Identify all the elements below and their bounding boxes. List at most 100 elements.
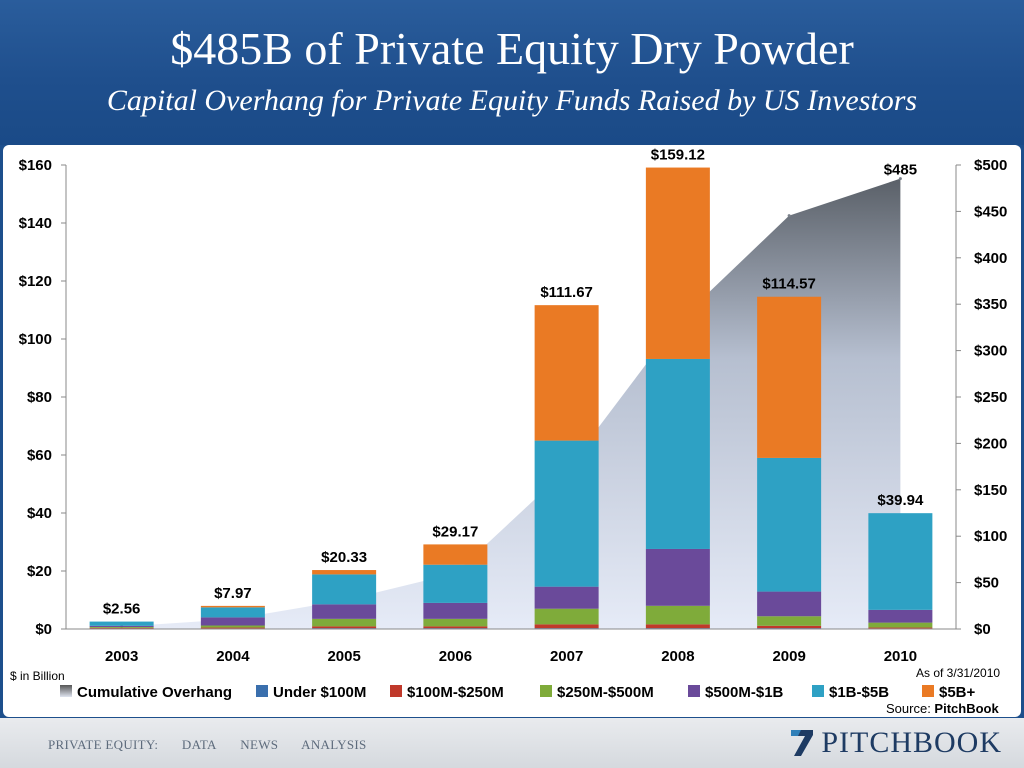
chart: $485 $2.56 $7.97 $20.33 $29.17 $111.67 $159.12… [19, 147, 1008, 701]
bar-segment [89, 625, 154, 627]
cumulative-point [898, 177, 902, 181]
footer-nav-news[interactable]: NEWS [240, 737, 279, 752]
left-axis-tick-label: $0 [35, 621, 52, 638]
legend-swatch [60, 685, 72, 697]
legend-label: $5B+ [939, 684, 976, 701]
bar-segment [757, 296, 822, 458]
bar-segment [534, 305, 599, 441]
bar-segment [89, 621, 154, 626]
bar-segment [423, 564, 488, 603]
legend-swatch [540, 685, 552, 697]
bar-segment [645, 624, 710, 629]
bar-total-label: $7.97 [214, 585, 252, 602]
bar-segment [312, 574, 377, 605]
source-prefix: Source: [886, 701, 935, 716]
legend-swatch [390, 685, 402, 697]
right-axis-tick-label: $400 [974, 250, 1007, 267]
bar-total-label: $29.17 [432, 523, 478, 540]
cumulative-total-label: $485 [884, 162, 917, 179]
bar-segment [645, 167, 710, 359]
left-axis-tick-label: $100 [19, 331, 52, 348]
bar-segment [757, 457, 822, 592]
bar-total-label: $39.94 [877, 492, 924, 509]
bar-segment [312, 618, 377, 627]
bar-segment [200, 627, 265, 629]
bar-segment [868, 513, 933, 610]
right-axis-tick-label: $200 [974, 435, 1007, 452]
bar-segment [534, 624, 599, 629]
bar-segment [757, 616, 822, 626]
legend-swatch [688, 685, 700, 697]
left-axis-tick-label: $40 [27, 505, 52, 522]
footer-nav-data[interactable]: DATA [181, 737, 217, 752]
x-axis-tick-label: 2004 [216, 648, 250, 665]
cumulative-point [787, 214, 791, 218]
bar-segment [534, 440, 599, 587]
bar-segment [757, 625, 822, 629]
source-name: PitchBook [934, 701, 999, 716]
left-axis-tick-label: $140 [19, 215, 52, 232]
bar-segment [423, 618, 488, 627]
pitchbook-logo: PITCHBOOK [789, 726, 1002, 760]
bar-segment [757, 591, 822, 617]
legend-swatch [812, 685, 824, 697]
legend-label: Cumulative Overhang [77, 684, 232, 701]
x-axis-tick-label: 2007 [550, 648, 583, 665]
left-axis-tick-label: $120 [19, 273, 52, 290]
right-axis-tick-label: $350 [974, 296, 1007, 313]
bar-segment [312, 570, 377, 575]
right-axis-tick-label: $300 [974, 343, 1007, 360]
units-note: $ in Billion [10, 669, 65, 683]
bar-segment [200, 605, 265, 608]
bar-segment [645, 605, 710, 625]
x-axis-tick-label: 2008 [661, 648, 694, 665]
bar-segment [200, 617, 265, 626]
right-axis-tick-label: $50 [974, 575, 999, 592]
bar-total-label: $114.57 [762, 276, 815, 293]
right-axis-tick-label: $500 [974, 157, 1007, 174]
bar-segment [423, 544, 488, 565]
footer-nav-analysis[interactable]: ANALYSIS [301, 737, 367, 752]
legend-swatch [256, 685, 268, 697]
left-axis-tick-label: $160 [19, 157, 52, 174]
footer-nav-label: PRIVATE EQUITY: [48, 737, 159, 752]
left-axis-tick-label: $60 [27, 447, 52, 464]
left-axis-tick-label: $80 [27, 389, 52, 406]
right-axis-tick-label: $150 [974, 482, 1007, 499]
bar-segment [423, 626, 488, 629]
footer-nav: PRIVATE EQUITY: DATA NEWS ANALYSIS [48, 737, 387, 753]
bar-segment [89, 626, 154, 628]
footer-bar: PRIVATE EQUITY: DATA NEWS ANALYSIS PITCH… [0, 718, 1024, 768]
logo-mark-icon [791, 730, 814, 756]
source-note: Source: PitchBook [886, 701, 999, 716]
right-axis-tick-label: $0 [974, 621, 991, 638]
bar-segment [645, 358, 710, 549]
x-axis-tick-label: 2010 [884, 648, 917, 665]
right-axis-tick-label: $250 [974, 389, 1007, 406]
bar-segment [312, 626, 377, 629]
right-axis-tick-label: $100 [974, 528, 1007, 545]
bar-total-label: $111.67 [540, 284, 593, 301]
x-axis-tick-label: 2009 [772, 648, 805, 665]
x-axis-tick-label: 2003 [105, 648, 138, 665]
right-axis-tick-label: $450 [974, 203, 1007, 220]
bar-segment [534, 608, 599, 625]
page-title: $485B of Private Equity Dry Powder [170, 23, 854, 74]
legend-label: Under $100M [273, 684, 366, 701]
left-axis-tick-label: $20 [27, 563, 52, 580]
bar-segment [423, 602, 488, 619]
bar-segment [200, 607, 265, 618]
bar-total-label: $159.12 [651, 147, 705, 164]
bar-total-label: $20.33 [321, 549, 367, 566]
bar-segment [534, 586, 599, 609]
x-axis-tick-label: 2005 [327, 648, 360, 665]
legend-label: $1B-$5B [829, 684, 889, 701]
bar-segment [312, 604, 377, 619]
bar-segment [868, 622, 933, 628]
bar-segment [89, 627, 154, 629]
as-of-note: As of 3/31/2010 [916, 666, 1001, 680]
legend-swatch [922, 685, 934, 697]
bar-segment [645, 548, 710, 606]
page-subtitle: Capital Overhang for Private Equity Fund… [106, 84, 918, 117]
legend-label: $250M-$500M [557, 684, 654, 701]
